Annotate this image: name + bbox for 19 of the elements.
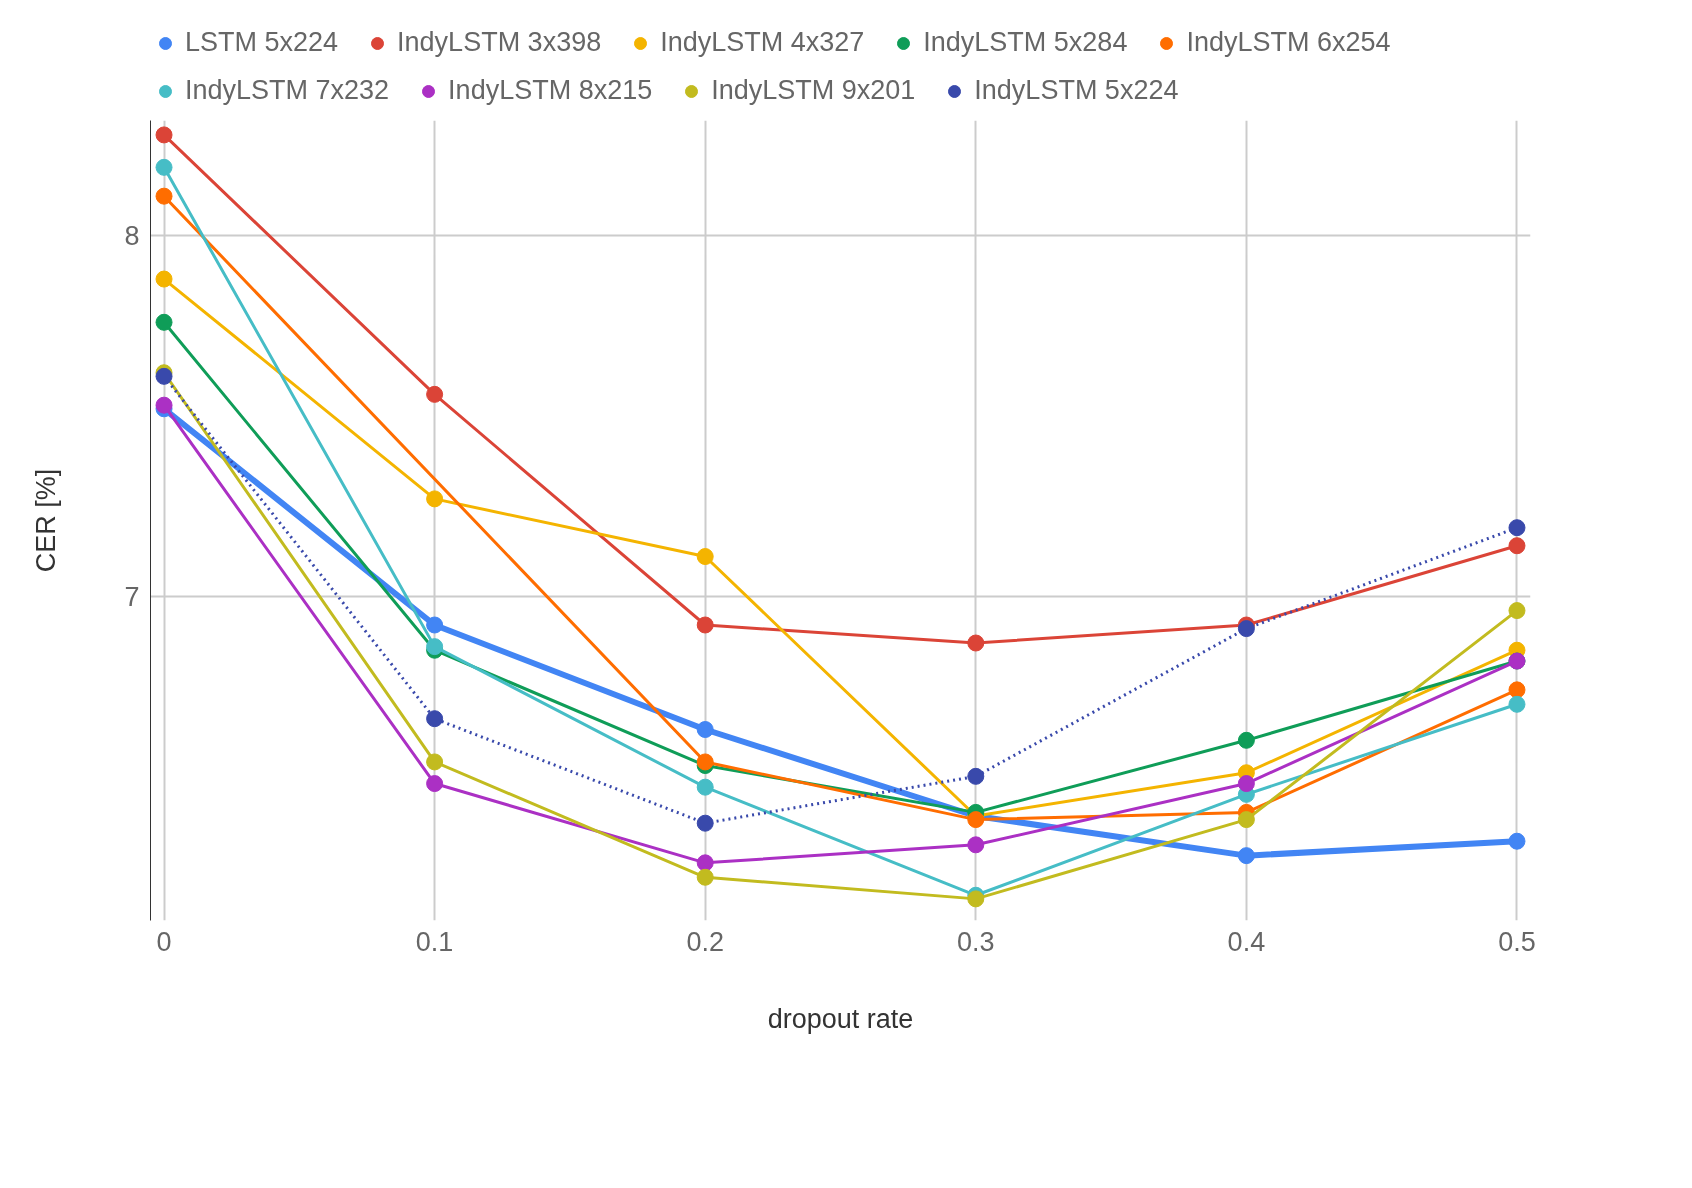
- y-tick-label: 7: [124, 581, 140, 612]
- y-axis-title: CER [%]: [31, 468, 62, 573]
- x-tick-label: 0.4: [1227, 926, 1266, 957]
- legend-label: IndyLSTM 5x224: [974, 75, 1179, 106]
- legend-label: IndyLSTM 5x284: [923, 27, 1128, 58]
- legend-label: IndyLSTM 6x254: [1186, 27, 1391, 58]
- legend-label: IndyLSTM 8x215: [448, 75, 653, 106]
- x-tick-label: 0.2: [686, 926, 724, 957]
- x-tick-label: 0.3: [957, 926, 995, 957]
- legend-label: IndyLSTM 3x398: [397, 27, 602, 58]
- legend-label: IndyLSTM 7x232: [185, 75, 390, 106]
- y-tick-label: 8: [124, 221, 140, 252]
- x-tick-label: 0.5: [1498, 926, 1536, 957]
- x-axis-title: dropout rate: [767, 1003, 914, 1034]
- x-tick-label: 0.1: [415, 926, 454, 957]
- x-tick-label: 0: [156, 926, 172, 957]
- legend-label: LSTM 5x224: [185, 27, 339, 58]
- legend-label: IndyLSTM 9x201: [711, 75, 916, 106]
- legend-label: IndyLSTM 4x327: [660, 27, 865, 58]
